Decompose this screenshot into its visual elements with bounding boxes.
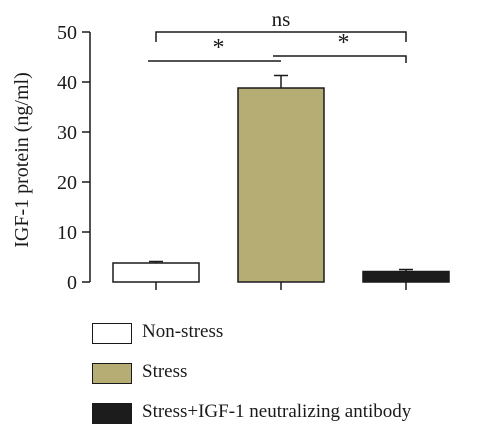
bar bbox=[237, 87, 325, 283]
bars bbox=[112, 74, 450, 290]
y-tick-label: 20 bbox=[57, 172, 77, 194]
y-tick-label: 0 bbox=[67, 272, 77, 294]
significance-bracket bbox=[155, 31, 407, 42]
y-tick-label: 10 bbox=[57, 222, 77, 244]
legend-label: Stress bbox=[142, 361, 188, 382]
legend-item-stress: Stress bbox=[92, 360, 497, 388]
significance-label: * bbox=[213, 35, 225, 61]
legend: Non-stress Stress Stress+IGF-1 neutraliz… bbox=[92, 320, 497, 440]
significance-label: ns bbox=[272, 7, 291, 31]
bar-chart: 0 10 20 30 40 50 * * ns IGF-1 protein (ng/ml) bbox=[11, 7, 450, 294]
significance-label: * bbox=[338, 30, 350, 56]
legend-swatch-non-stress bbox=[92, 323, 132, 344]
legend-item-non-stress: Non-stress bbox=[92, 320, 497, 348]
y-axis-label: IGF-1 protein (ng/ml) bbox=[11, 72, 33, 248]
y-tick-label: 40 bbox=[57, 72, 77, 94]
legend-label: Stress+IGF-1 neutralizing antibody bbox=[142, 401, 412, 422]
y-axis: 0 10 20 30 40 50 bbox=[57, 22, 91, 294]
legend-label: Non-stress bbox=[142, 321, 224, 342]
legend-swatch-stress bbox=[92, 363, 132, 384]
y-tick-label: 50 bbox=[57, 22, 77, 44]
y-tick-label: 30 bbox=[57, 122, 77, 144]
bar bbox=[112, 262, 200, 283]
legend-swatch-stress-antibody bbox=[92, 403, 132, 424]
significance-bracket bbox=[273, 55, 407, 63]
significance-brackets: * * ns bbox=[148, 7, 407, 63]
legend-item-stress-antibody: Stress+IGF-1 neutralizing antibody bbox=[92, 400, 497, 428]
bar bbox=[362, 270, 450, 283]
